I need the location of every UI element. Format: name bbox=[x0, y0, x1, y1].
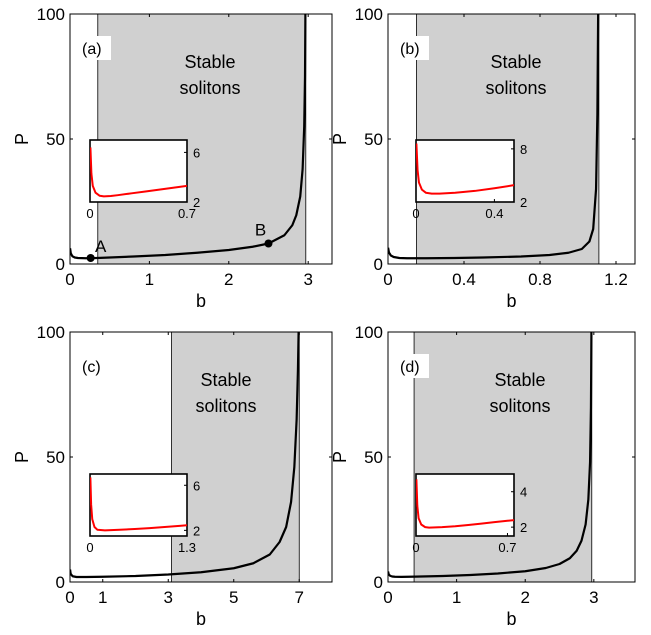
x-tick-label: 2 bbox=[224, 270, 233, 289]
point-label-b: B bbox=[255, 221, 266, 240]
x-tick-label: 3 bbox=[164, 588, 173, 607]
panel-d: 0 1 2 3 0 50 100 b P (d) Stable solitons 0 0.7 2 4 bbox=[330, 323, 636, 629]
y-tick-label: 100 bbox=[355, 323, 383, 342]
power-curve bbox=[388, 14, 600, 260]
x-tick-label: 5 bbox=[229, 588, 238, 607]
region-label: Stable bbox=[184, 52, 235, 72]
y-tick-label: 0 bbox=[56, 255, 65, 274]
y-tick-label: 0 bbox=[374, 255, 383, 274]
y-tick-label: 50 bbox=[46, 448, 65, 467]
x-axis-label: b bbox=[196, 291, 206, 311]
region-label: solitons bbox=[195, 396, 256, 416]
inset-curve bbox=[90, 147, 187, 198]
inset-x-tick-label: 0 bbox=[412, 540, 419, 555]
x-tick-label: 1 bbox=[98, 588, 107, 607]
inset-x-tick-label: 0 bbox=[412, 206, 419, 221]
inset-x-tick-label: 1.3 bbox=[178, 540, 196, 555]
x-tick-label: 2 bbox=[520, 588, 529, 607]
region-label: Stable bbox=[494, 370, 545, 390]
x-tick-label: 0 bbox=[65, 270, 74, 289]
y-axis-label: P bbox=[12, 133, 32, 145]
stable-band bbox=[414, 332, 592, 582]
inset-box bbox=[415, 139, 515, 203]
inset-x-tick-label: 0.4 bbox=[485, 206, 503, 221]
inset-y-tick-label: 6 bbox=[193, 145, 200, 160]
y-tick-label: 0 bbox=[56, 573, 65, 592]
x-tick-label: 1 bbox=[145, 270, 154, 289]
stable-band bbox=[97, 14, 306, 264]
panel-label: (a) bbox=[82, 41, 102, 58]
x-axis-label: b bbox=[506, 291, 516, 311]
inset-y-tick-label: 2 bbox=[520, 195, 527, 210]
inset-x-tick-label: 0.7 bbox=[498, 540, 516, 555]
y-tick-label: 100 bbox=[37, 323, 65, 342]
region-label: solitons bbox=[179, 78, 240, 98]
power-curve bbox=[70, 332, 300, 579]
inset-y-tick-label: 2 bbox=[193, 195, 200, 210]
inset: 0 0.72 6 bbox=[86, 139, 200, 221]
panel-label-bg bbox=[79, 36, 111, 60]
y-tick-label: 50 bbox=[46, 130, 65, 149]
inset-y-tick-label: 8 bbox=[520, 142, 527, 157]
x-axis-label: b bbox=[196, 609, 206, 629]
x-tick-label: 1 bbox=[452, 588, 461, 607]
x-tick-label: 7 bbox=[295, 588, 304, 607]
x-tick-label: 0 bbox=[383, 588, 392, 607]
panel-label: (c) bbox=[82, 359, 101, 376]
x-tick-label: 3 bbox=[303, 270, 312, 289]
y-axis-label: P bbox=[330, 133, 350, 145]
x-tick-label: 0 bbox=[65, 588, 74, 607]
panel-label-bg bbox=[397, 36, 429, 60]
y-tick-label: 50 bbox=[364, 448, 383, 467]
x-tick-label: 0 bbox=[383, 270, 392, 289]
panel-label-bg bbox=[79, 354, 111, 378]
y-axis-label: P bbox=[12, 451, 32, 463]
stable-band bbox=[416, 14, 599, 264]
panel-b: 0 0.4 0.8 1.2 0 50 100 b P (b) Stable solitons 0 0.4 2… bbox=[330, 5, 636, 311]
y-tick-label: 100 bbox=[355, 5, 383, 24]
inset-curve bbox=[416, 479, 514, 529]
inset-curve bbox=[90, 477, 187, 532]
region-label: solitons bbox=[485, 78, 546, 98]
x-tick-label: 0.4 bbox=[452, 270, 476, 289]
x-tick-label: 1.2 bbox=[604, 270, 628, 289]
x-tick-label: 3 bbox=[589, 588, 598, 607]
x-tick-label: 0.8 bbox=[528, 270, 552, 289]
inset-x-tick-label: 0 bbox=[86, 206, 93, 221]
inset-y-tick-label: 2 bbox=[193, 523, 200, 538]
inset: 0 0.4 2 8 bbox=[412, 139, 527, 221]
region-label: solitons bbox=[489, 396, 550, 416]
stable-band bbox=[171, 332, 300, 582]
inset-curve bbox=[416, 143, 514, 195]
point-label-a: A bbox=[95, 237, 107, 256]
panel-label-bg bbox=[397, 354, 429, 378]
inset-x-tick-label: 0.7 bbox=[178, 206, 196, 221]
inset-y-tick-label: 2 bbox=[520, 520, 527, 535]
inset-y-tick-label: 6 bbox=[193, 478, 200, 493]
point-a bbox=[86, 254, 95, 262]
region-label: Stable bbox=[200, 370, 251, 390]
inset-x-tick-label: 0 bbox=[86, 540, 93, 555]
y-axis-label: P bbox=[330, 451, 350, 463]
region-label: Stable bbox=[490, 52, 541, 72]
point-b bbox=[264, 239, 273, 248]
power-curve bbox=[388, 332, 593, 578]
inset: 0 0.7 2 4 bbox=[412, 473, 527, 555]
panel-label: (b) bbox=[400, 41, 420, 58]
power-curve bbox=[70, 14, 307, 260]
y-tick-label: 100 bbox=[37, 5, 65, 24]
y-tick-label: 50 bbox=[364, 130, 383, 149]
inset-box bbox=[89, 473, 188, 537]
inset: 0 1.3 2 6 bbox=[86, 473, 200, 555]
panel-c: 0 1 3 5 7 0 50 100 b P (c) Stable solitons 0 1.3 2 6 bbox=[12, 323, 333, 629]
panel-label: (d) bbox=[400, 359, 420, 376]
y-tick-label: 0 bbox=[374, 573, 383, 592]
inset-y-tick-label: 4 bbox=[520, 485, 527, 500]
x-axis-label: b bbox=[506, 609, 516, 629]
